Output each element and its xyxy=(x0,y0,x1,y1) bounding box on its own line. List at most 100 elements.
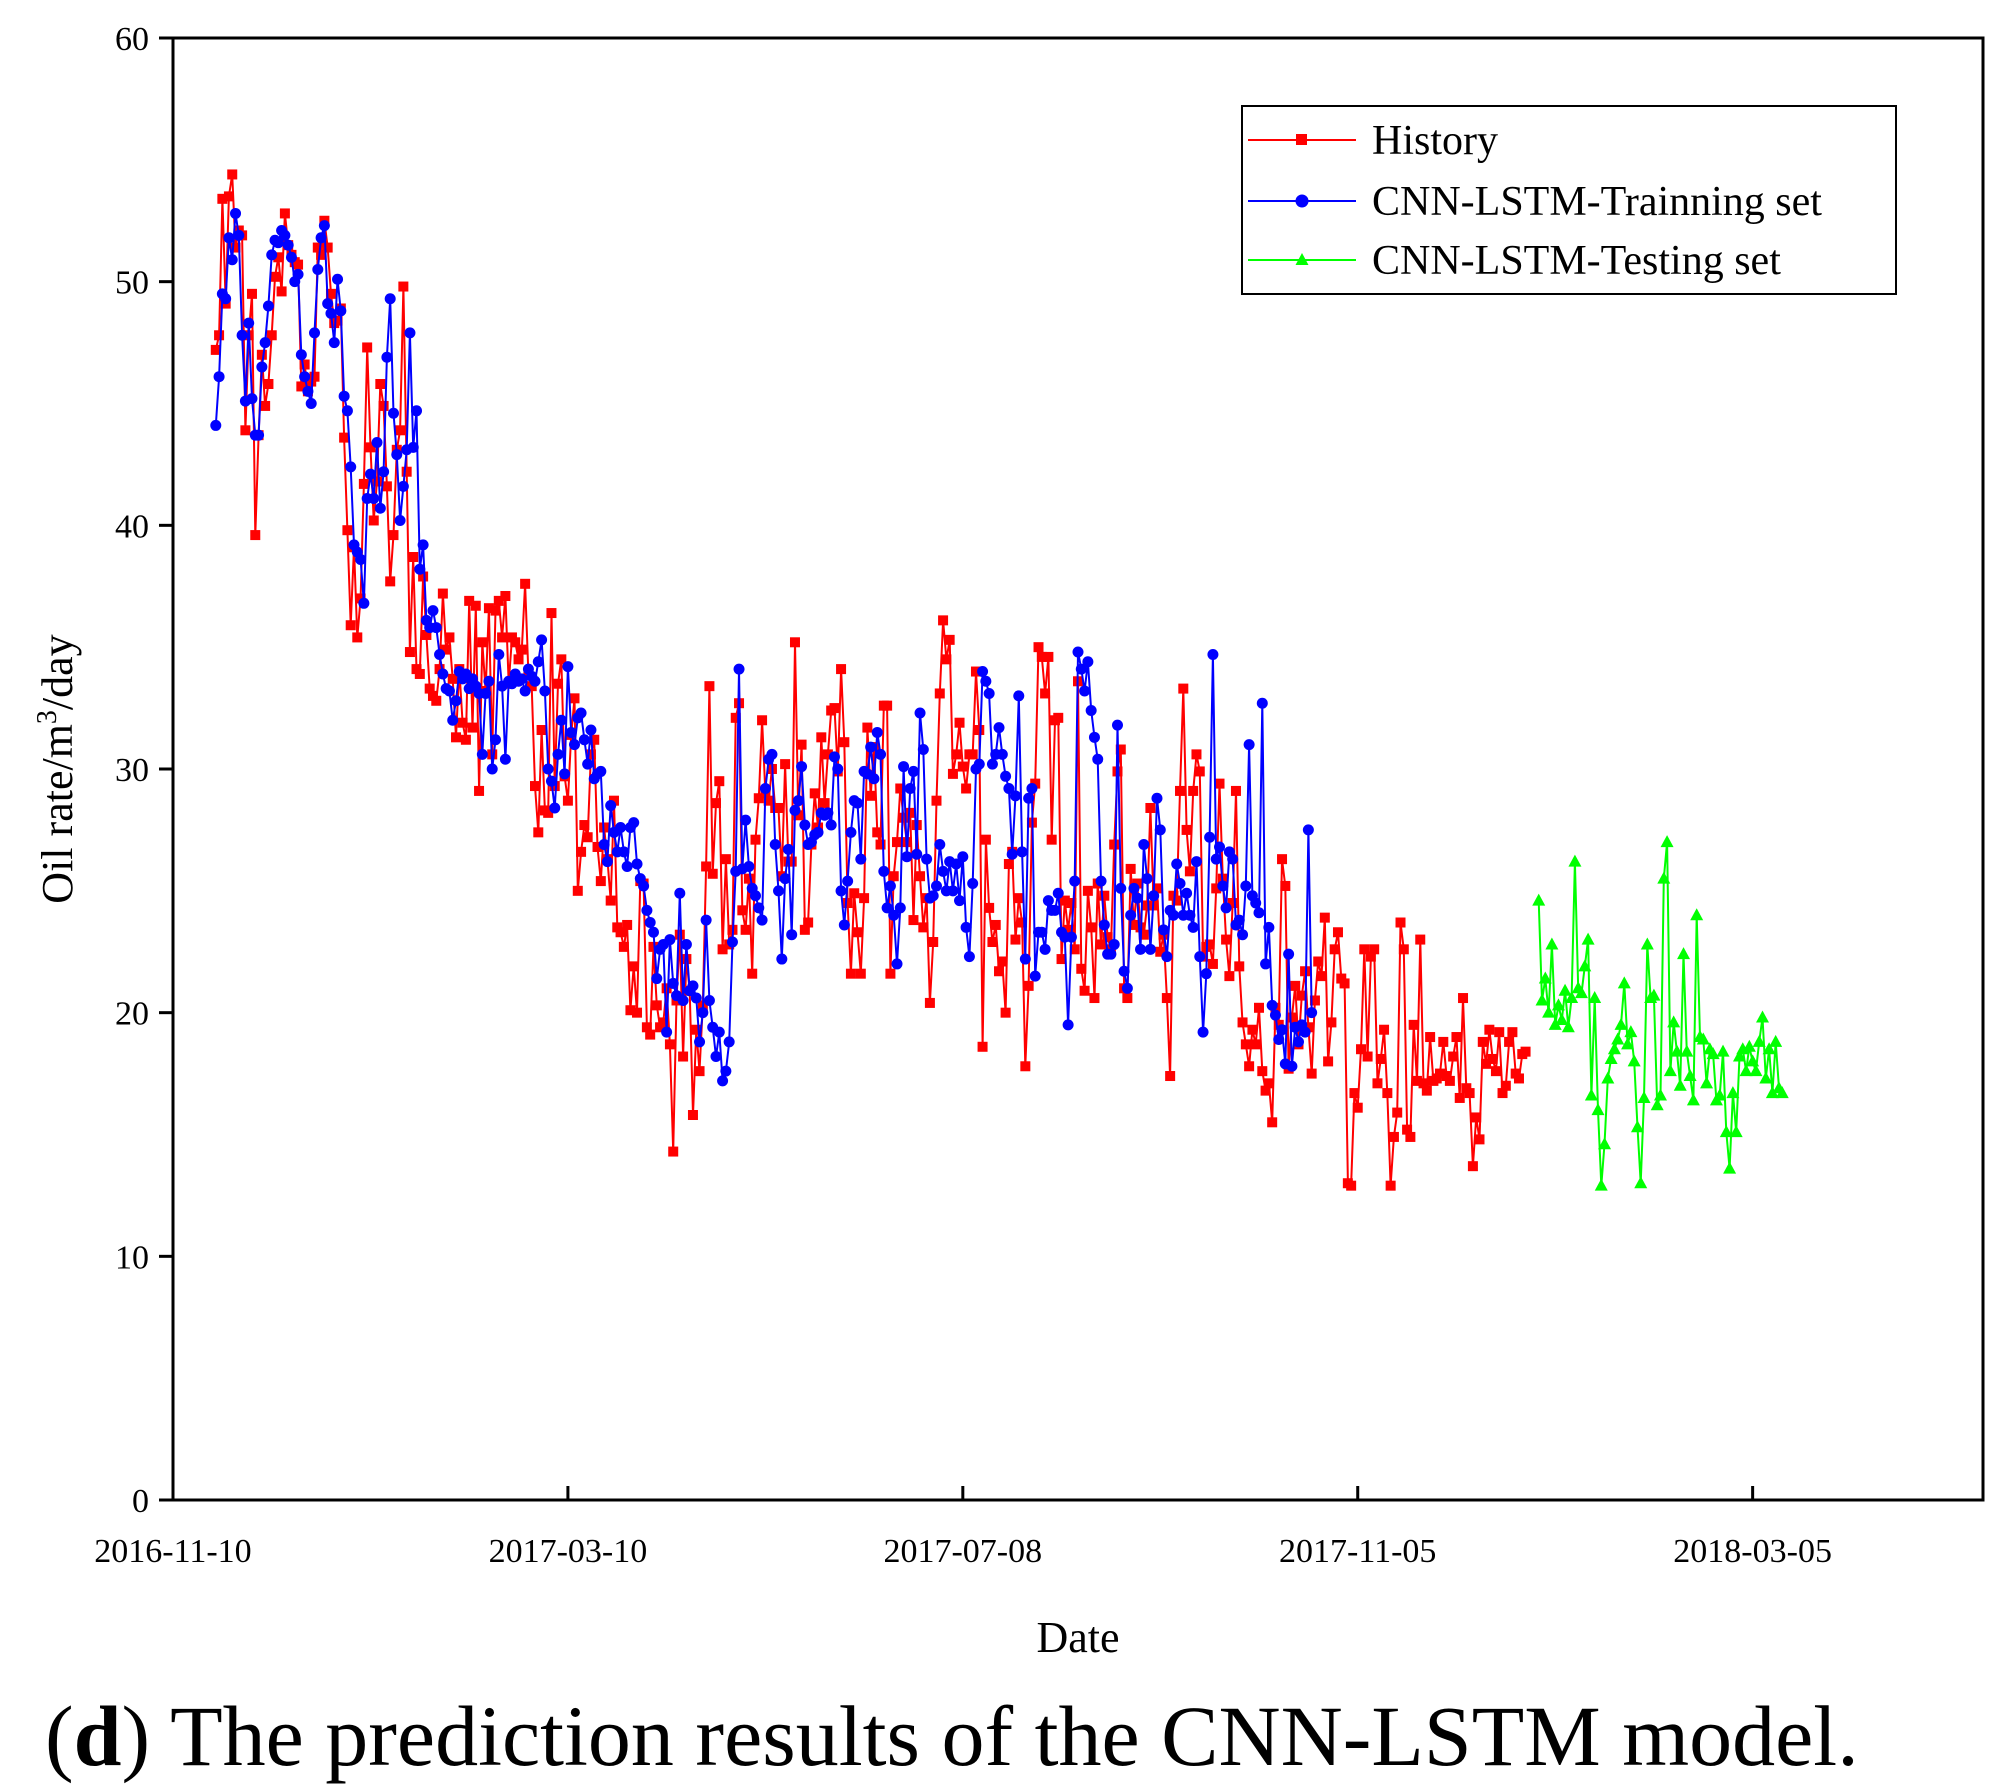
data-point xyxy=(1513,1073,1524,1084)
data-point xyxy=(1098,919,1110,931)
data-point xyxy=(836,664,847,675)
legend-marker-circle xyxy=(1295,194,1309,208)
data-point xyxy=(332,315,343,326)
data-point xyxy=(779,873,791,885)
data-point xyxy=(1280,880,1291,891)
data-point xyxy=(793,810,804,821)
data-point xyxy=(809,788,820,799)
x-axis-title: Date xyxy=(1036,1613,1119,1662)
data-point xyxy=(546,608,557,619)
data-point xyxy=(928,937,939,948)
data-point xyxy=(1053,712,1064,723)
data-point xyxy=(983,687,995,699)
data-point xyxy=(1013,690,1025,702)
data-point xyxy=(516,644,527,655)
data-point xyxy=(914,707,926,719)
data-point xyxy=(1759,1071,1773,1084)
data-point xyxy=(1072,646,1084,658)
data-point xyxy=(1388,1131,1399,1142)
data-point xyxy=(263,379,274,390)
data-point xyxy=(786,929,798,941)
data-point xyxy=(1243,739,1255,751)
data-point xyxy=(1418,1078,1429,1089)
data-point xyxy=(1627,1054,1641,1067)
data-point xyxy=(1230,785,1241,796)
data-point xyxy=(302,385,314,397)
data-point xyxy=(882,700,893,711)
data-point xyxy=(1277,854,1288,865)
data-point xyxy=(1538,971,1552,984)
data-point xyxy=(901,851,913,863)
data-point xyxy=(266,249,278,261)
data-point xyxy=(1158,924,1170,936)
data-point xyxy=(371,436,383,448)
data-point xyxy=(381,481,392,492)
data-point xyxy=(776,953,788,965)
data-point xyxy=(915,871,926,882)
data-point xyxy=(905,807,916,818)
data-point xyxy=(1254,1002,1264,1013)
data-point xyxy=(345,620,356,631)
data-point xyxy=(862,722,873,733)
data-point xyxy=(1309,995,1320,1006)
data-point xyxy=(1448,1051,1459,1062)
data-point xyxy=(871,726,883,738)
data-point xyxy=(753,793,764,804)
data-point xyxy=(305,398,317,409)
data-point xyxy=(497,632,508,643)
data-point xyxy=(690,992,702,1004)
data-point xyxy=(1650,1098,1664,1111)
data-point xyxy=(1332,927,1343,938)
data-point xyxy=(951,749,962,760)
data-point xyxy=(427,605,439,617)
data-point xyxy=(381,351,393,363)
data-point xyxy=(628,817,640,829)
data-point xyxy=(1121,982,1133,994)
data-point xyxy=(460,734,471,745)
data-point xyxy=(579,820,590,831)
data-point xyxy=(1148,890,1160,902)
data-point xyxy=(954,895,966,907)
data-point xyxy=(645,1029,656,1040)
x-tick-label: 2017-11-05 xyxy=(1279,1533,1436,1570)
data-point xyxy=(838,919,850,931)
data-point xyxy=(1690,908,1704,921)
data-point xyxy=(677,994,689,1006)
data-point xyxy=(799,819,811,831)
data-point xyxy=(214,330,225,341)
y-axis-ticks: 0 10 20 30 40 50 60 xyxy=(115,21,173,1520)
data-point xyxy=(490,734,502,746)
data-point xyxy=(980,675,992,687)
data-point xyxy=(984,902,995,913)
data-point xyxy=(576,846,587,857)
data-point xyxy=(345,461,357,473)
data-point xyxy=(651,973,663,985)
data-point xyxy=(1532,893,1546,906)
data-point xyxy=(260,400,271,411)
data-point xyxy=(822,807,834,819)
data-point xyxy=(339,432,350,443)
data-point xyxy=(585,749,596,760)
data-point xyxy=(1477,1036,1488,1047)
data-point xyxy=(582,832,593,843)
data-point xyxy=(852,797,864,809)
data-point xyxy=(1036,926,1048,938)
data-point xyxy=(262,300,274,312)
data-point xyxy=(246,288,257,299)
data-point xyxy=(930,880,942,892)
data-point xyxy=(276,286,287,297)
data-point xyxy=(480,687,492,699)
data-point xyxy=(1063,924,1074,935)
data-point xyxy=(678,1051,689,1062)
data-point xyxy=(664,934,676,946)
data-point xyxy=(1481,1058,1492,1069)
data-point xyxy=(388,530,399,541)
data-point xyxy=(562,795,573,806)
data-point xyxy=(1155,946,1166,957)
data-point xyxy=(730,712,741,723)
data-point xyxy=(516,673,528,685)
data-point xyxy=(1151,883,1162,894)
data-point xyxy=(595,876,606,887)
data-point xyxy=(1197,1026,1209,1038)
data-point xyxy=(536,634,548,646)
